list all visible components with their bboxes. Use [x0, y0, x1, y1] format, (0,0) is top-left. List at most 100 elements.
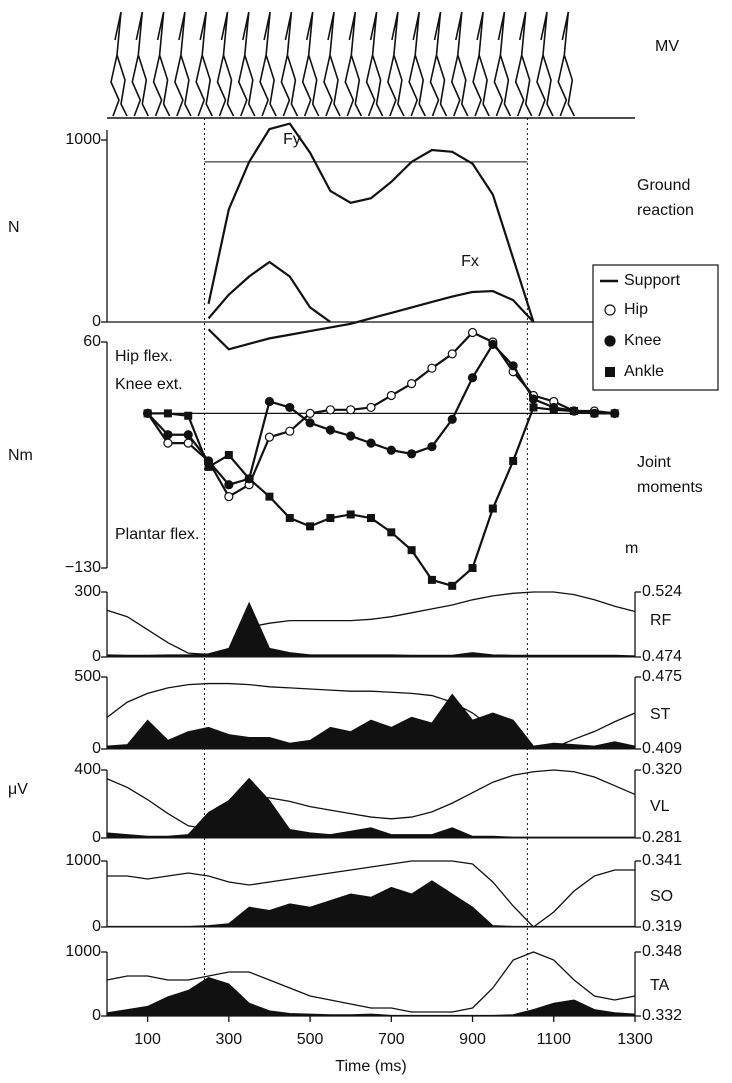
- emg-area: [106, 601, 636, 658]
- y2-tick-label: 0.341: [642, 852, 682, 869]
- length-line: [106, 769, 636, 830]
- y-axis-label: μV: [8, 781, 28, 798]
- panel-title: RF: [650, 612, 672, 629]
- marker: [224, 492, 234, 502]
- legend-marker: [605, 367, 615, 377]
- marker: [610, 409, 619, 418]
- y-axis-label: N: [8, 219, 20, 236]
- marker: [264, 396, 275, 407]
- emg-area: [106, 977, 636, 1017]
- marker: [448, 581, 457, 590]
- x-tick-label: 500: [297, 1031, 324, 1048]
- x-tick-label: 1300: [617, 1031, 653, 1048]
- marker: [467, 373, 478, 383]
- panel-title: SO: [650, 888, 674, 905]
- marker: [427, 363, 437, 373]
- marker: [325, 425, 335, 435]
- marker: [224, 451, 233, 459]
- legend-label: Hip: [624, 301, 648, 318]
- y2-tick-label: 0.475: [642, 668, 682, 685]
- marker: [387, 528, 396, 537]
- legend-label: Knee: [624, 332, 661, 349]
- stick-figure: [323, 11, 341, 117]
- emg-area: [106, 693, 636, 750]
- stick-figure: [408, 11, 426, 117]
- panel-title: Joint moments: [637, 454, 703, 496]
- marker: [508, 361, 518, 371]
- marker: [488, 504, 497, 513]
- marker: [326, 514, 335, 523]
- marker: [306, 522, 315, 531]
- stick-figure: [110, 11, 128, 117]
- marker: [305, 408, 315, 418]
- y-tick-label: 60: [83, 333, 101, 350]
- legend-marker: [604, 304, 616, 316]
- emg-area: [106, 777, 636, 839]
- marker: [427, 442, 437, 452]
- x-tick-label: 900: [459, 1031, 486, 1048]
- y-tick-label: 1000: [65, 852, 101, 869]
- stick-figure: [429, 11, 448, 117]
- marker: [346, 431, 356, 441]
- panel-title: VL: [650, 798, 670, 815]
- marker: [245, 474, 254, 483]
- y2-tick-label: 0.524: [642, 583, 682, 600]
- marker: [488, 339, 498, 349]
- stick-figure: [365, 11, 384, 117]
- y-tick-label: 0: [92, 740, 101, 757]
- marker: [305, 418, 315, 428]
- marker: [163, 430, 173, 440]
- marker: [184, 411, 193, 420]
- y-tick-label: 300: [74, 583, 101, 600]
- y-tick-label: 400: [74, 761, 101, 778]
- stick-figure: [259, 11, 277, 117]
- x-axis-label: Time (ms): [335, 1058, 406, 1075]
- panel-title: TA: [650, 977, 670, 994]
- y-tick-label: 1000: [65, 943, 101, 960]
- marker: [407, 379, 417, 389]
- stick-figure: [237, 11, 256, 117]
- panel-title: Ground reaction: [637, 177, 694, 219]
- x-tick-label: 1100: [537, 1031, 572, 1048]
- mv-label: MV: [655, 38, 679, 55]
- series-line: [207, 289, 535, 351]
- marker: [143, 409, 152, 418]
- stick-figure: [216, 11, 235, 117]
- annotation: Hip flex.: [115, 348, 173, 365]
- stick-figure: [131, 11, 150, 117]
- marker: [163, 438, 173, 448]
- marker: [447, 414, 457, 424]
- marker: [285, 514, 294, 523]
- length-line: [106, 682, 636, 750]
- length-line: [106, 951, 636, 1013]
- marker: [183, 438, 193, 448]
- marker: [468, 564, 477, 572]
- y-tick-label: 0: [92, 648, 101, 665]
- series-label: Fx: [461, 253, 479, 270]
- marker: [163, 409, 172, 418]
- y2-tick-label: 0.474: [642, 648, 682, 665]
- stick-figure: [152, 11, 171, 117]
- x-tick-label: 300: [215, 1031, 242, 1048]
- y2-tick-label: 0.319: [642, 918, 682, 935]
- series-line: [146, 342, 615, 486]
- annotation: Plantar flex.: [115, 526, 199, 543]
- marker: [407, 449, 417, 459]
- marker: [590, 409, 599, 418]
- y-tick-label: −130: [65, 559, 101, 576]
- y2-tick-label: 0.281: [642, 829, 682, 846]
- series-line: [207, 260, 332, 323]
- length-line: [107, 860, 635, 928]
- marker: [285, 402, 295, 413]
- stick-figure: [514, 11, 533, 117]
- stick-figure: [472, 11, 490, 117]
- stick-figure: [174, 11, 192, 117]
- marker: [285, 426, 295, 436]
- y-tick-label: 500: [74, 668, 101, 685]
- x-tick-label: 100: [134, 1031, 161, 1048]
- legend-label: Support: [624, 272, 681, 289]
- marker: [325, 405, 335, 415]
- marker: [224, 480, 234, 490]
